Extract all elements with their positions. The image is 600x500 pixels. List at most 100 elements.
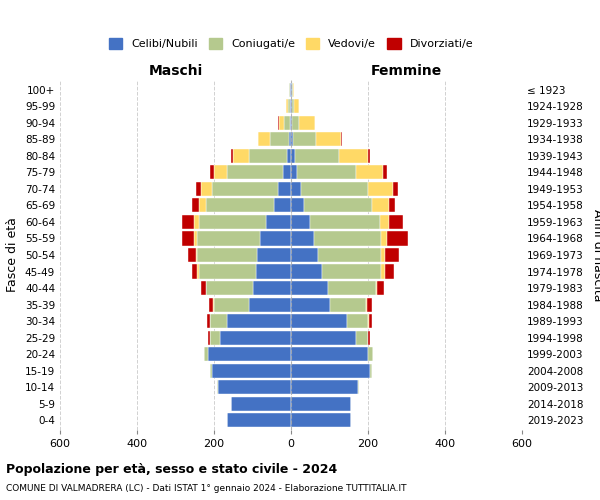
Bar: [291, 100, 292, 114]
Bar: [274, 198, 291, 212]
Bar: [292, 100, 293, 114]
Bar: [369, 314, 372, 328]
Bar: [291, 215, 310, 229]
Bar: [182, 232, 194, 245]
Bar: [328, 281, 376, 295]
Bar: [220, 330, 291, 344]
Bar: [287, 149, 291, 163]
Bar: [366, 298, 367, 312]
Bar: [227, 166, 283, 179]
Bar: [257, 248, 291, 262]
Bar: [286, 100, 289, 114]
Bar: [385, 248, 399, 262]
Bar: [213, 298, 214, 312]
Bar: [368, 347, 373, 361]
Bar: [209, 298, 213, 312]
Bar: [196, 182, 200, 196]
Bar: [329, 298, 366, 312]
Bar: [289, 83, 290, 97]
Bar: [256, 264, 291, 278]
Bar: [358, 380, 359, 394]
Bar: [382, 248, 385, 262]
Bar: [191, 264, 197, 278]
Bar: [339, 149, 368, 163]
Text: Maschi: Maschi: [148, 64, 203, 78]
Bar: [367, 298, 372, 312]
Bar: [322, 264, 382, 278]
Bar: [257, 132, 258, 146]
Bar: [380, 215, 389, 229]
Bar: [389, 215, 403, 229]
Bar: [258, 132, 270, 146]
Bar: [289, 100, 290, 114]
Bar: [210, 330, 220, 344]
Bar: [191, 198, 199, 212]
Bar: [253, 281, 291, 295]
Bar: [278, 182, 291, 196]
Bar: [290, 116, 291, 130]
Bar: [199, 215, 266, 229]
Bar: [368, 149, 370, 163]
Bar: [377, 281, 384, 295]
Bar: [316, 132, 341, 146]
Bar: [197, 248, 257, 262]
Bar: [291, 330, 356, 344]
Bar: [208, 330, 210, 344]
Bar: [278, 116, 284, 130]
Bar: [214, 298, 248, 312]
Bar: [194, 215, 199, 229]
Bar: [218, 380, 291, 394]
Bar: [197, 264, 199, 278]
Y-axis label: Anni di nascita: Anni di nascita: [592, 209, 600, 301]
Bar: [284, 116, 290, 130]
Bar: [197, 232, 260, 245]
Bar: [291, 396, 350, 410]
Bar: [182, 215, 194, 229]
Bar: [210, 314, 227, 328]
Bar: [301, 182, 368, 196]
Bar: [205, 347, 208, 361]
Bar: [291, 413, 350, 427]
Bar: [206, 198, 274, 212]
Text: COMUNE DI VALMADRERA (LC) - Dati ISTAT 1° gennaio 2024 - Elaborazione TUTTITALIA: COMUNE DI VALMADRERA (LC) - Dati ISTAT 1…: [6, 484, 407, 493]
Bar: [387, 232, 409, 245]
Bar: [290, 100, 291, 114]
Bar: [291, 347, 368, 361]
Bar: [227, 314, 291, 328]
Bar: [188, 248, 196, 262]
Bar: [293, 132, 316, 146]
Bar: [289, 132, 291, 146]
Bar: [208, 347, 291, 361]
Bar: [210, 166, 214, 179]
Bar: [383, 166, 387, 179]
Bar: [376, 281, 377, 295]
Bar: [347, 314, 368, 328]
Bar: [230, 396, 232, 410]
Bar: [291, 380, 358, 394]
Bar: [248, 149, 287, 163]
Bar: [227, 413, 291, 427]
Bar: [217, 380, 218, 394]
Bar: [206, 314, 210, 328]
Bar: [310, 215, 380, 229]
Bar: [292, 83, 293, 97]
Bar: [283, 166, 291, 179]
Bar: [210, 364, 212, 378]
Bar: [304, 198, 372, 212]
Text: Femmine: Femmine: [371, 64, 442, 78]
Bar: [200, 182, 212, 196]
Bar: [290, 83, 291, 97]
Bar: [291, 298, 329, 312]
Bar: [233, 149, 248, 163]
Bar: [297, 166, 356, 179]
Bar: [341, 132, 342, 146]
Bar: [291, 182, 301, 196]
Bar: [232, 149, 233, 163]
Bar: [350, 396, 352, 410]
Bar: [368, 314, 369, 328]
Bar: [214, 166, 227, 179]
Bar: [291, 232, 314, 245]
Bar: [199, 264, 256, 278]
Bar: [260, 232, 291, 245]
Bar: [372, 198, 389, 212]
